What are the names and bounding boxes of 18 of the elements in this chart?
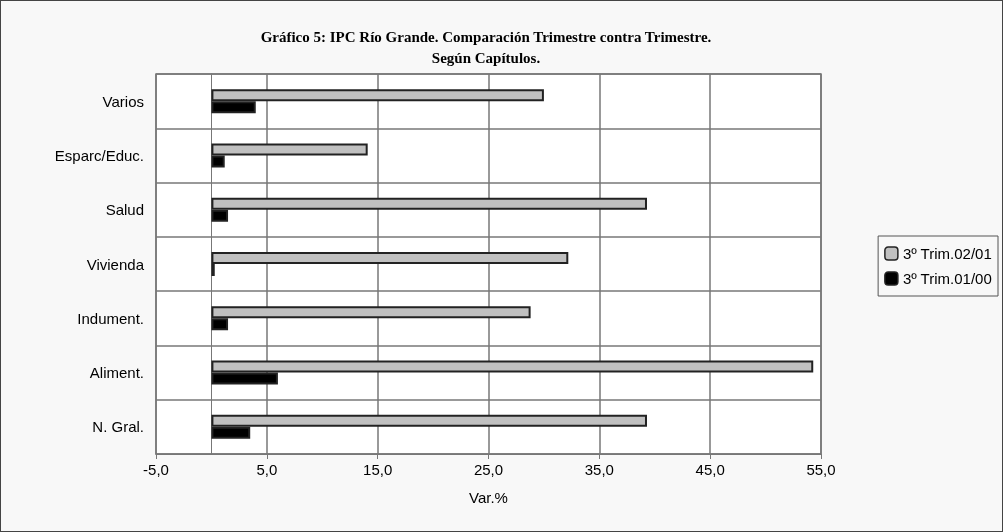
y-tick-label: Salud xyxy=(105,201,144,219)
legend-label: 3º Trim.01/00 xyxy=(902,270,992,287)
x-tick-label: 25,0 xyxy=(473,461,504,478)
y-tick-label: Vivienda xyxy=(86,255,145,273)
y-tick-label: Indument. xyxy=(77,309,144,327)
x-tick-label: 45,0 xyxy=(695,461,725,478)
chart-title: Gráfico 5: IPC Río Grande. Comparación Trimestre contra Trimestre. Según Capítulos. xyxy=(260,28,712,66)
x-tick-label: 15,0 xyxy=(363,461,393,478)
y-tick-label: Aliment. xyxy=(89,364,144,382)
y-tick-label: N. Gral. xyxy=(92,418,144,436)
x-axis-title: Var.% xyxy=(469,489,508,506)
x-tick-label: -5,0 xyxy=(143,461,169,478)
y-tick-label: Esparc/Educ. xyxy=(54,146,144,164)
x-tick-label: 55,0 xyxy=(806,461,836,478)
x-tick-label: 5,0 xyxy=(256,461,278,478)
legend-label: 3º Trim.02/01 xyxy=(902,245,992,262)
x-tick-label: 35,0 xyxy=(584,461,614,478)
y-tick-label: Varios xyxy=(102,92,144,110)
